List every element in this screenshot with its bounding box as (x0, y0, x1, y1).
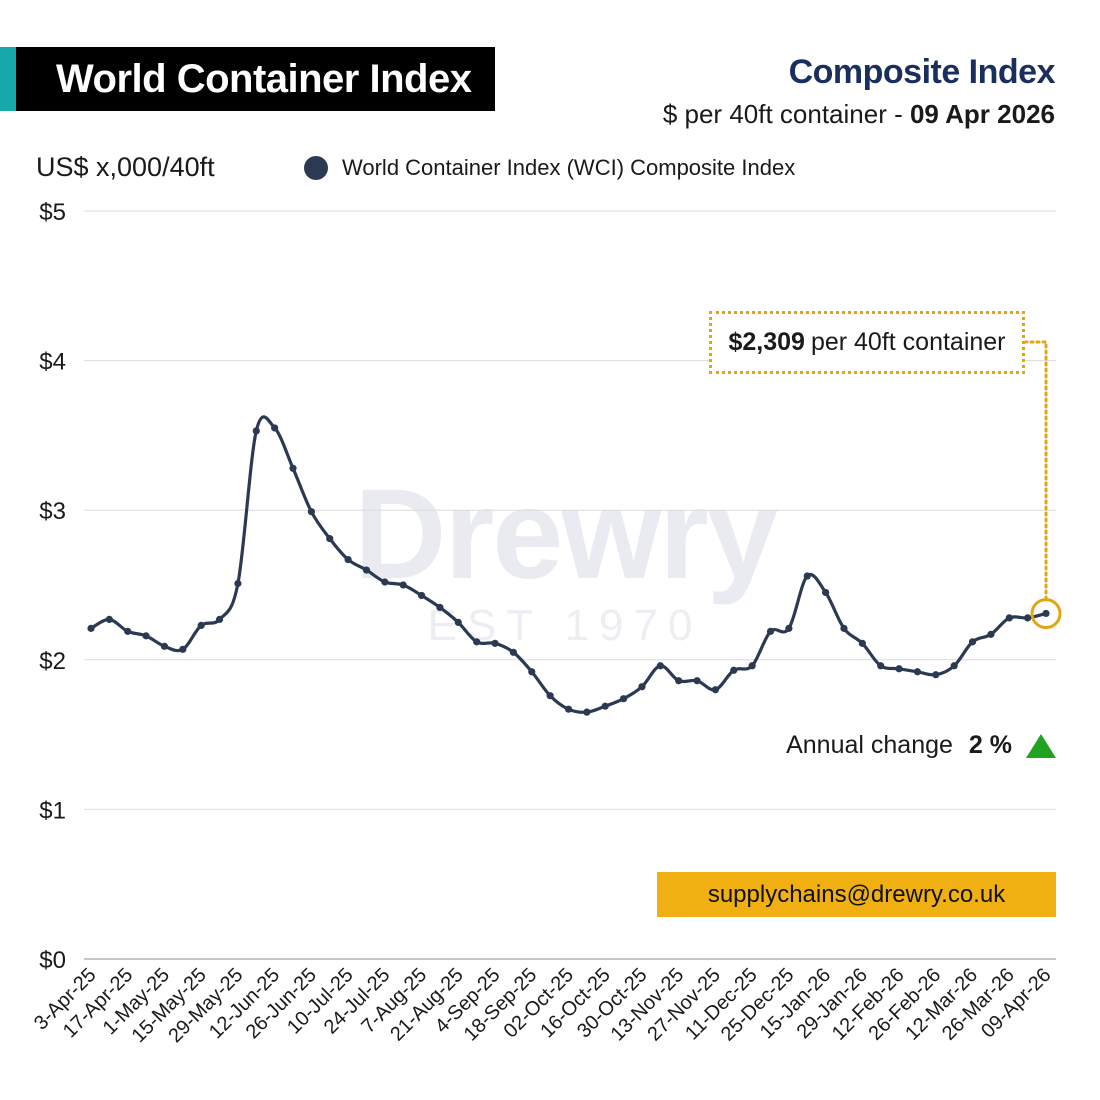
data-point (913, 668, 922, 676)
data-point (1042, 609, 1050, 618)
data-point (895, 665, 903, 673)
data-point (987, 630, 995, 638)
data-point (473, 638, 481, 646)
title-accent-bar (0, 47, 16, 111)
title-banner: World Container Index (0, 47, 495, 111)
y-tick-label: $4 (39, 349, 66, 376)
data-point (711, 686, 720, 694)
data-point (105, 615, 113, 624)
data-point (546, 692, 554, 700)
data-point (509, 648, 518, 656)
y-axis-unit-label: US$ x,000/40ft (36, 152, 215, 182)
data-point (289, 464, 297, 472)
latest-value-callout: $2,309 per 40ft container (709, 311, 1025, 374)
y-tick-label: $0 (39, 947, 66, 974)
data-point (215, 615, 224, 624)
units-text: $ per 40ft container - (662, 99, 910, 129)
contact-email-link[interactable]: supplychains@drewry.co.uk (657, 872, 1056, 917)
data-point (656, 662, 664, 670)
data-point (564, 705, 573, 713)
data-point (840, 624, 848, 632)
data-point (730, 666, 738, 674)
data-point (436, 603, 444, 612)
units-and-date: $ per 40ft container - 09 Apr 2026 (663, 97, 1055, 131)
y-tick-label: $3 (39, 498, 66, 525)
data-point (858, 639, 866, 647)
chart-subtitle: Composite Index (788, 53, 1056, 91)
data-point (142, 632, 150, 640)
data-point (234, 579, 242, 588)
annual-change-label: Annual change (786, 731, 953, 759)
data-point (271, 424, 279, 432)
data-point (1024, 614, 1032, 622)
data-point (693, 677, 701, 685)
data-point (619, 695, 628, 703)
data-point (877, 662, 885, 670)
callout-connector (1023, 340, 1048, 601)
data-point (766, 627, 775, 635)
data-point (362, 566, 371, 574)
series-line (89, 415, 1048, 714)
data-point (822, 588, 830, 597)
legend-label: World Container Index (WCI) Composite In… (342, 155, 796, 180)
data-point (124, 627, 132, 635)
data-point (675, 677, 683, 685)
data-point (803, 572, 811, 580)
data-point (399, 581, 407, 589)
data-point (1005, 614, 1013, 622)
data-point (381, 578, 389, 586)
data-point (344, 555, 352, 564)
data-point (491, 639, 499, 647)
legend-marker (304, 156, 328, 180)
callout-text: per 40ft container (810, 328, 1006, 356)
data-point (179, 645, 187, 653)
y-tick-label: $1 (39, 797, 66, 824)
data-point (583, 708, 591, 716)
data-point (638, 683, 646, 691)
annual-change-value: 2 % (968, 731, 1012, 759)
data-point (197, 621, 205, 629)
data-point (326, 535, 334, 543)
page-title: World Container Index (56, 57, 472, 101)
up-arrow-icon (1026, 733, 1056, 758)
data-point (785, 624, 793, 632)
data-point (528, 668, 536, 676)
legend: World Container Index (WCI) Composite In… (304, 154, 795, 182)
index-date: 09 Apr 2026 (909, 99, 1055, 129)
data-point (307, 508, 315, 516)
data-point (252, 427, 260, 435)
y-tick-label: $2 (39, 648, 66, 675)
annual-change: Annual change 2 % (786, 731, 1056, 760)
data-point (160, 642, 169, 650)
callout-value: $2,309 (728, 328, 805, 356)
data-point (601, 702, 609, 710)
data-point (454, 618, 462, 627)
data-point (417, 591, 426, 600)
data-point (968, 638, 977, 646)
data-point (748, 662, 756, 670)
data-point (87, 624, 95, 632)
data-point (932, 671, 940, 679)
data-point (950, 662, 958, 670)
y-tick-label: $5 (39, 199, 66, 226)
